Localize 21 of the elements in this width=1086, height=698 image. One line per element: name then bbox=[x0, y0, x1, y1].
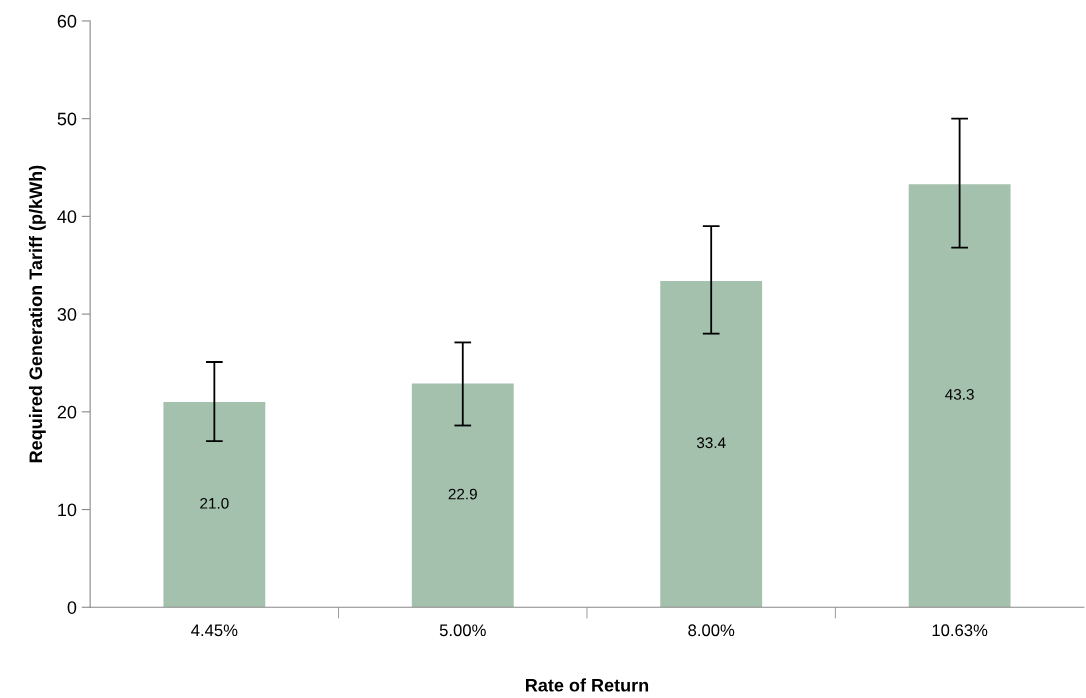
bar bbox=[660, 280, 763, 608]
y-tick-label: 60 bbox=[57, 14, 77, 28]
y-tick-label: 20 bbox=[57, 405, 77, 419]
x-tick-label: 5.00% bbox=[439, 624, 486, 637]
y-tick-label: 40 bbox=[57, 210, 77, 224]
y-axis-title: Required Generation Tariff (p/kWh) bbox=[28, 165, 46, 463]
bar bbox=[411, 383, 514, 608]
x-tick-label: 10.63% bbox=[932, 624, 988, 637]
y-tick-label: 0 bbox=[67, 601, 77, 614]
bar bbox=[908, 184, 1011, 608]
x-tick-label: 8.00% bbox=[688, 624, 735, 637]
data-label: 33.4 bbox=[696, 437, 726, 449]
data-label: 43.3 bbox=[945, 388, 974, 400]
data-label: 22.9 bbox=[448, 488, 477, 500]
bar bbox=[163, 402, 266, 608]
y-tick-label: 30 bbox=[57, 308, 77, 321]
data-label: 21.0 bbox=[200, 497, 229, 509]
y-tick-label: 10 bbox=[58, 503, 77, 517]
y-tick-label: 50 bbox=[57, 112, 77, 126]
x-axis-title: Rate of Return bbox=[526, 678, 649, 692]
x-tick-label: 4.45% bbox=[191, 624, 238, 637]
